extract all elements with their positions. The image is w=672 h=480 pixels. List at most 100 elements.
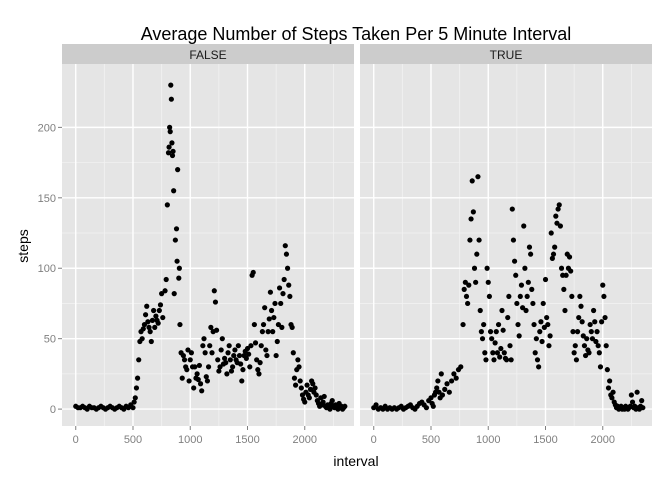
data-point [148, 338, 154, 345]
data-point [476, 237, 482, 243]
data-point [321, 393, 327, 400]
data-point [142, 312, 149, 318]
data-point [484, 265, 490, 271]
data-point [131, 399, 137, 405]
data-point [605, 385, 612, 391]
data-point [628, 392, 634, 398]
data-point [216, 368, 222, 374]
data-point [248, 343, 254, 349]
data-point [169, 140, 175, 146]
data-point [373, 402, 379, 408]
data-point [599, 319, 605, 325]
data-point [532, 350, 538, 356]
data-point [573, 357, 580, 363]
y-axis: 0 50 100 150 200 [38, 122, 62, 416]
data-point [568, 268, 574, 274]
y-tick-label: 200 [38, 122, 56, 134]
data-point [471, 265, 478, 271]
data-point [226, 343, 232, 349]
data-point [243, 355, 249, 361]
data-point [582, 352, 589, 359]
data-point [442, 386, 448, 392]
data-point [483, 357, 489, 363]
data-point [520, 305, 526, 311]
data-point [168, 96, 174, 102]
data-point [466, 282, 472, 288]
facet-panel-false: FALSE [62, 44, 354, 426]
data-point [490, 350, 496, 356]
data-point [297, 378, 303, 384]
data-point [147, 329, 153, 335]
x-tick-label: 1500 [235, 434, 259, 446]
data-point [144, 303, 150, 309]
data-point [251, 321, 257, 328]
data-point [634, 389, 640, 395]
data-point [601, 293, 607, 300]
data-point [558, 265, 565, 271]
y-tick-label: 100 [38, 263, 56, 275]
data-point [566, 254, 573, 260]
data-point [207, 343, 213, 349]
data-point [506, 293, 512, 300]
y-axis-title: steps [15, 229, 31, 262]
data-point [531, 321, 537, 328]
data-point [270, 329, 276, 335]
data-point [312, 385, 318, 391]
x-tick-label: 0 [371, 434, 377, 446]
data-point [508, 357, 514, 363]
data-point [246, 351, 252, 357]
data-point [179, 375, 185, 381]
data-points [73, 82, 348, 412]
data-point [487, 329, 494, 335]
data-point [200, 343, 206, 349]
data-point [275, 321, 282, 328]
data-point [320, 399, 326, 405]
data-point [570, 329, 576, 335]
data-point [238, 361, 244, 367]
data-point [291, 375, 298, 381]
data-point [475, 174, 481, 180]
data-point [225, 350, 231, 356]
data-point [428, 395, 434, 401]
data-point [188, 350, 194, 356]
data-point [257, 360, 263, 366]
data-point [505, 314, 511, 321]
data-point [180, 352, 186, 359]
chart-title: Average Number of Steps Taken Per 5 Minu… [141, 24, 572, 44]
data-point [271, 314, 277, 321]
data-point [552, 244, 558, 250]
data-point [469, 178, 475, 184]
data-point [218, 347, 224, 353]
data-point [157, 302, 164, 308]
data-point [215, 357, 221, 363]
data-point [164, 202, 170, 208]
data-point [262, 305, 268, 311]
data-point [481, 321, 487, 328]
data-point [199, 388, 205, 394]
data-point [516, 333, 522, 339]
data-point [436, 389, 442, 395]
data-point [185, 347, 191, 353]
data-point [160, 314, 166, 321]
data-point [549, 255, 555, 261]
data-point [146, 324, 152, 330]
data-point [278, 300, 284, 307]
data-point [629, 399, 636, 405]
data-point [574, 329, 581, 335]
data-point [140, 326, 146, 332]
data-point [286, 282, 292, 288]
data-point [192, 364, 198, 370]
data-point [569, 293, 575, 300]
data-point [497, 354, 503, 360]
facet-panels: FALSE TRUE [62, 44, 652, 426]
data-point [571, 350, 577, 356]
data-point [546, 343, 552, 349]
data-point [156, 307, 162, 314]
data-point [537, 329, 543, 335]
data-point [201, 336, 207, 342]
data-point [212, 299, 219, 305]
data-point [136, 357, 142, 363]
y-tick-label: 50 [44, 334, 56, 346]
data-point [609, 395, 615, 401]
data-point [581, 343, 588, 349]
